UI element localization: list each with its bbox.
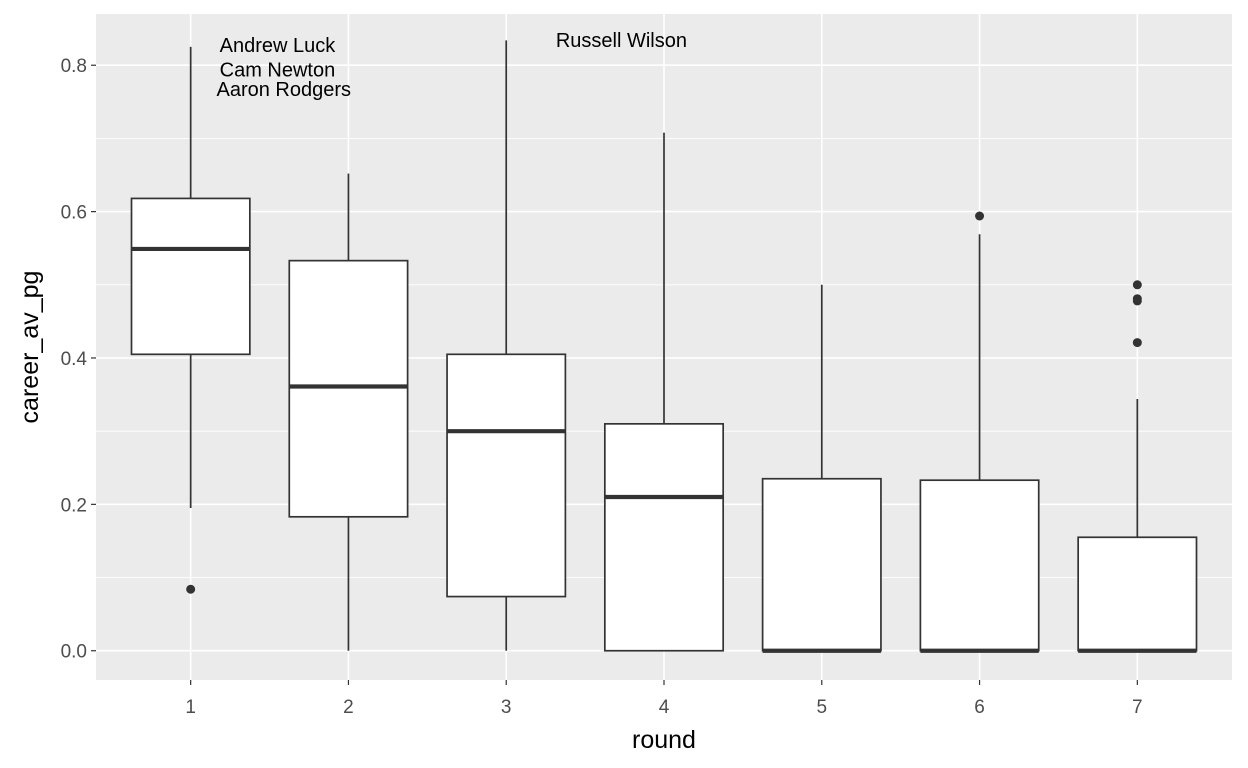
- box-group-round-1: [130, 46, 251, 594]
- box-iqr: [1077, 536, 1198, 652]
- box-group-round-4: [603, 132, 725, 652]
- player-label: Russell Wilson: [556, 30, 687, 52]
- y-tick-label: 0.0: [61, 642, 87, 663]
- box-group-round-2: [288, 173, 409, 651]
- boxes: [130, 40, 1198, 653]
- box-iqr: [761, 477, 882, 652]
- outlier-point: [1132, 280, 1142, 290]
- player-label: Aaron Rodgers: [216, 79, 351, 101]
- outlier-point: [1132, 338, 1142, 348]
- outlier-point: [186, 584, 196, 594]
- y-tick-label: 0.8: [61, 56, 87, 77]
- x-tick-label: 3: [501, 697, 512, 718]
- box-group-round-6: [919, 211, 1040, 653]
- x-tick-label: 4: [659, 697, 670, 718]
- y-tick-label: 0.6: [61, 203, 87, 224]
- x-tick-label: 7: [1132, 697, 1143, 718]
- x-tick-label: 2: [343, 697, 354, 718]
- y-tick-label: 0.2: [61, 495, 87, 516]
- box-iqr: [919, 479, 1040, 652]
- box-group-round-5: [761, 284, 882, 653]
- x-tick-label: 6: [974, 697, 985, 718]
- y-tick-label: 0.4: [61, 349, 88, 370]
- x-axis: 1 2 3 4 5 6 7: [185, 680, 1143, 718]
- x-tick-label: 5: [816, 697, 827, 718]
- y-axis-title: career_av_pg: [16, 271, 44, 424]
- outlier-point: [975, 211, 985, 221]
- box-iqr: [603, 422, 725, 652]
- box-group-round-3: [446, 40, 567, 651]
- player-label: Andrew Luck: [220, 35, 337, 57]
- x-axis-title: round: [632, 726, 696, 754]
- box-iqr: [130, 197, 251, 356]
- box-iqr: [446, 353, 567, 598]
- outlier-point: [1132, 294, 1142, 304]
- box-iqr: [288, 259, 409, 518]
- x-tick-label: 1: [185, 697, 196, 718]
- y-axis: 0.0 0.2 0.4 0.6 0.8: [61, 56, 96, 663]
- box-group-round-7: [1077, 280, 1198, 653]
- player-label: Cam Newton: [220, 59, 336, 81]
